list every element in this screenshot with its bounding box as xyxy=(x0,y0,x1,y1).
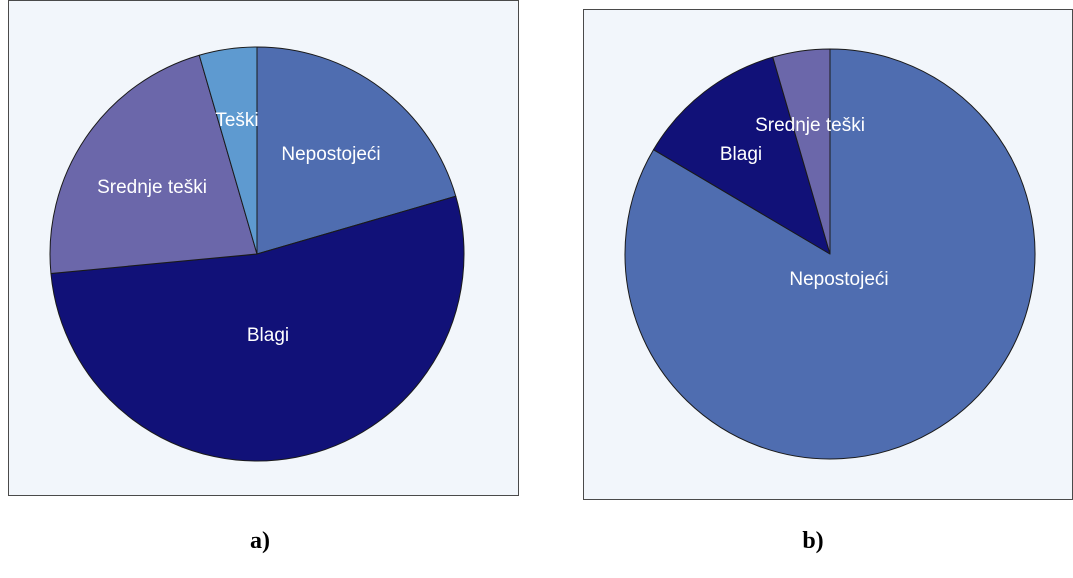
slice-label-nepostojeci-b: Nepostojeći xyxy=(789,269,888,290)
panel-label-b: b) xyxy=(802,528,824,554)
pie-slice-blagi-b xyxy=(653,56,831,255)
pie-slice-teski-a xyxy=(198,46,258,255)
pie-slice-blagi-a xyxy=(50,195,465,462)
slice-label-blagi-b: Blagi xyxy=(720,144,762,165)
panel-label-a: a) xyxy=(250,528,270,554)
chart-frame-b: Nepostojeći Blagi Srednje teški xyxy=(553,0,1073,510)
slice-label-blagi-a: Blagi xyxy=(247,325,289,346)
pie-slice-srednje-teski-b xyxy=(772,48,831,255)
pie-chart-b: Nepostojeći Blagi Srednje teški xyxy=(583,9,1073,500)
pie-chart-a: Nepostojeći Blagi Srednje teški Teški xyxy=(8,0,519,496)
pie-slice-srednje-teski-a xyxy=(49,54,258,274)
slice-label-teski-a: Teški xyxy=(215,110,258,131)
pie-slice-nepostojeci-a xyxy=(256,46,457,255)
slice-label-srednje-teski-b: Srednje teški xyxy=(755,115,865,136)
slice-label-nepostojeci-a: Nepostojeći xyxy=(281,144,380,165)
chart-panel-b: Nepostojeći Blagi Srednje teški b) xyxy=(553,0,1073,578)
chart-panel-a: Nepostojeći Blagi Srednje teški Teški a) xyxy=(0,0,520,578)
chart-frame-a: Nepostojeći Blagi Srednje teški Teški xyxy=(0,0,520,510)
slice-label-srednje-teski-a: Srednje teški xyxy=(97,177,207,198)
